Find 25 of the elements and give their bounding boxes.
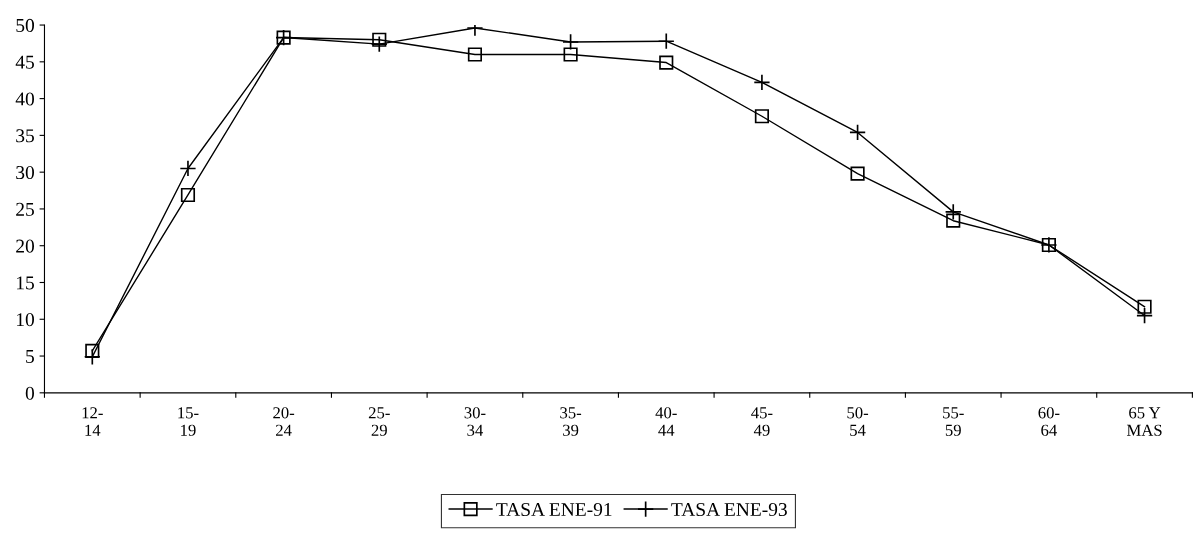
y-tick-label: 20 — [16, 239, 35, 253]
y-tick-label: 40 — [15, 92, 35, 106]
x-tick-label: 40- 44 — [655, 407, 677, 436]
y-tick-label: 50 — [16, 18, 35, 32]
x-tick-label: 65 Y MAS — [1126, 407, 1162, 436]
y-tick-label: 25 — [16, 202, 34, 216]
x-tick-label: 30- 34 — [464, 407, 486, 436]
y-tick-label: 5 — [26, 350, 34, 363]
y-tick-label: 10 — [17, 313, 35, 327]
x-tick-label: 25- 29 — [368, 407, 390, 436]
x-tick-label: 45- 49 — [751, 407, 773, 436]
y-tick-label: 30 — [16, 165, 35, 180]
x-tick-label: 35- 39 — [560, 407, 582, 436]
y-tick-label: 35 — [16, 129, 34, 143]
x-tick-label: 20- 24 — [273, 407, 295, 436]
y-tick-label: 15 — [17, 276, 34, 290]
x-tick-label: 60- 64 — [1038, 407, 1060, 436]
y-tick-label: 45 — [15, 55, 34, 69]
legend-label: TASA ENE-93 — [671, 503, 787, 517]
y-tick-label: 0 — [25, 386, 35, 400]
x-tick-label: 15- 19 — [178, 407, 199, 436]
x-tick-label: 12- 14 — [82, 407, 103, 436]
x-tick-label: 50- 54 — [847, 407, 869, 436]
x-tick-label: 55- 59 — [943, 407, 964, 436]
legend-label: TASA ENE-91 — [496, 503, 612, 517]
